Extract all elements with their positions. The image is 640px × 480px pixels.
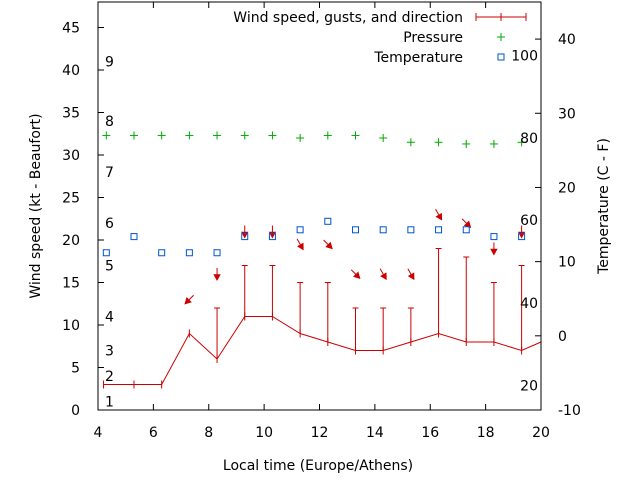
- legend-pressure-label: Pressure: [403, 30, 463, 46]
- y-left-tick-label: 0: [71, 403, 80, 419]
- y-left-tick-label: 25: [62, 191, 80, 207]
- pressure-point: [351, 131, 360, 140]
- pressure-point: [213, 131, 222, 140]
- wind-direction-arrow: [350, 269, 361, 279]
- pressure-point: [185, 131, 194, 140]
- temperature-point: [296, 226, 304, 234]
- x-tick-label: 4: [94, 425, 103, 441]
- fahrenheit-label: 80: [520, 131, 538, 147]
- y-left-tick-label: 40: [62, 63, 80, 79]
- wind-speed-line: [103, 316, 542, 385]
- wind-direction-arrow: [407, 268, 415, 281]
- temperature-point: [324, 217, 332, 225]
- temperature-point: [379, 226, 387, 234]
- beaufort-label: 3: [105, 344, 114, 360]
- pressure-point: [268, 131, 277, 140]
- y-left-tick-label: 15: [62, 276, 80, 292]
- pressure-point: [434, 138, 443, 147]
- temperature-point: [462, 226, 470, 234]
- x-tick-label: 18: [477, 425, 495, 441]
- y-right-tick-label: 10: [558, 255, 576, 271]
- x-tick-label: 14: [366, 425, 384, 441]
- legend-temperature-sample: [497, 53, 505, 61]
- x-tick-label: 12: [311, 425, 329, 441]
- pressure-point: [323, 131, 332, 140]
- pressure-point: [102, 131, 111, 140]
- beaufort-label: 7: [105, 165, 114, 181]
- fahrenheit-label: 100: [511, 48, 538, 64]
- pressure-point: [462, 139, 471, 148]
- temperature-point: [213, 249, 221, 257]
- y-right-tick-label: -10: [558, 403, 581, 419]
- legend-temperature-label: Temperature: [373, 50, 463, 66]
- x-axis-label: Local time (Europe/Athens): [223, 458, 413, 474]
- x-tick-label: 10: [255, 425, 273, 441]
- temperature-point: [351, 226, 359, 234]
- wind-direction-arrow: [379, 268, 387, 281]
- temperature-point: [241, 233, 249, 241]
- y-axis-label-right: Temperature (C - F): [596, 138, 612, 275]
- pressure-point: [157, 131, 166, 140]
- x-tick-label: 6: [149, 425, 158, 441]
- temperature-point: [185, 249, 193, 257]
- y-left-tick-label: 10: [62, 318, 80, 334]
- wind-direction-arrow: [323, 239, 333, 250]
- wind-direction-arrow: [241, 225, 249, 239]
- y-right-tick-label: 40: [558, 32, 576, 48]
- temperature-point: [268, 233, 276, 241]
- y-left-tick-label: 35: [62, 106, 80, 122]
- pressure-point: [240, 131, 249, 140]
- beaufort-label: 4: [105, 310, 114, 326]
- temperature-point: [490, 233, 498, 241]
- pressure-point: [129, 131, 138, 140]
- y-left-tick-label: 20: [62, 233, 80, 249]
- fahrenheit-label: 40: [520, 296, 538, 312]
- fahrenheit-label: 20: [520, 379, 538, 395]
- x-tick-label: 8: [204, 425, 213, 441]
- legend-wind-label: Wind speed, gusts, and direction: [233, 10, 463, 26]
- legend-wind-sample: [475, 13, 527, 21]
- pressure-point: [489, 139, 498, 148]
- y-right-tick-label: 30: [558, 106, 576, 122]
- pressure-point: [517, 138, 526, 147]
- wind-direction-arrow: [213, 268, 221, 282]
- x-tick-label: 16: [421, 425, 439, 441]
- legend-pressure-sample: [497, 33, 505, 41]
- temperature-point: [518, 233, 526, 241]
- wind-direction-arrow: [435, 209, 443, 221]
- beaufort-label: 2: [105, 369, 114, 385]
- wind-direction-arrow: [296, 238, 304, 251]
- wind-direction-arrow: [268, 225, 277, 239]
- x-tick-label: 20: [532, 425, 550, 441]
- y-axis-label-left: Wind speed (kt - Beaufort): [28, 113, 44, 298]
- temperature-point: [102, 249, 110, 257]
- plot-frame: [97, 1, 542, 411]
- beaufort-label: 9: [105, 55, 114, 71]
- fahrenheit-label: 60: [520, 213, 538, 229]
- temperature-point: [130, 233, 138, 241]
- beaufort-label: 1: [105, 395, 114, 411]
- y-left-tick-label: 5: [71, 361, 80, 377]
- y-right-tick-label: 0: [558, 329, 567, 345]
- wind-direction-arrow: [461, 218, 472, 228]
- y-right-tick-label: 20: [558, 180, 576, 196]
- wind-direction-arrow: [490, 242, 498, 256]
- y-left-tick-label: 30: [62, 148, 80, 164]
- pressure-point: [379, 134, 388, 142]
- temperature-point: [407, 226, 415, 234]
- wind-direction-arrow: [184, 294, 194, 305]
- beaufort-label: 5: [105, 259, 114, 275]
- temperature-point: [158, 249, 166, 257]
- temperature-point: [435, 226, 443, 234]
- pressure-point: [296, 134, 305, 142]
- beaufort-label: 8: [105, 114, 114, 130]
- pressure-point: [406, 138, 415, 147]
- y-left-tick-label: 45: [62, 21, 80, 37]
- beaufort-label: 6: [105, 216, 114, 232]
